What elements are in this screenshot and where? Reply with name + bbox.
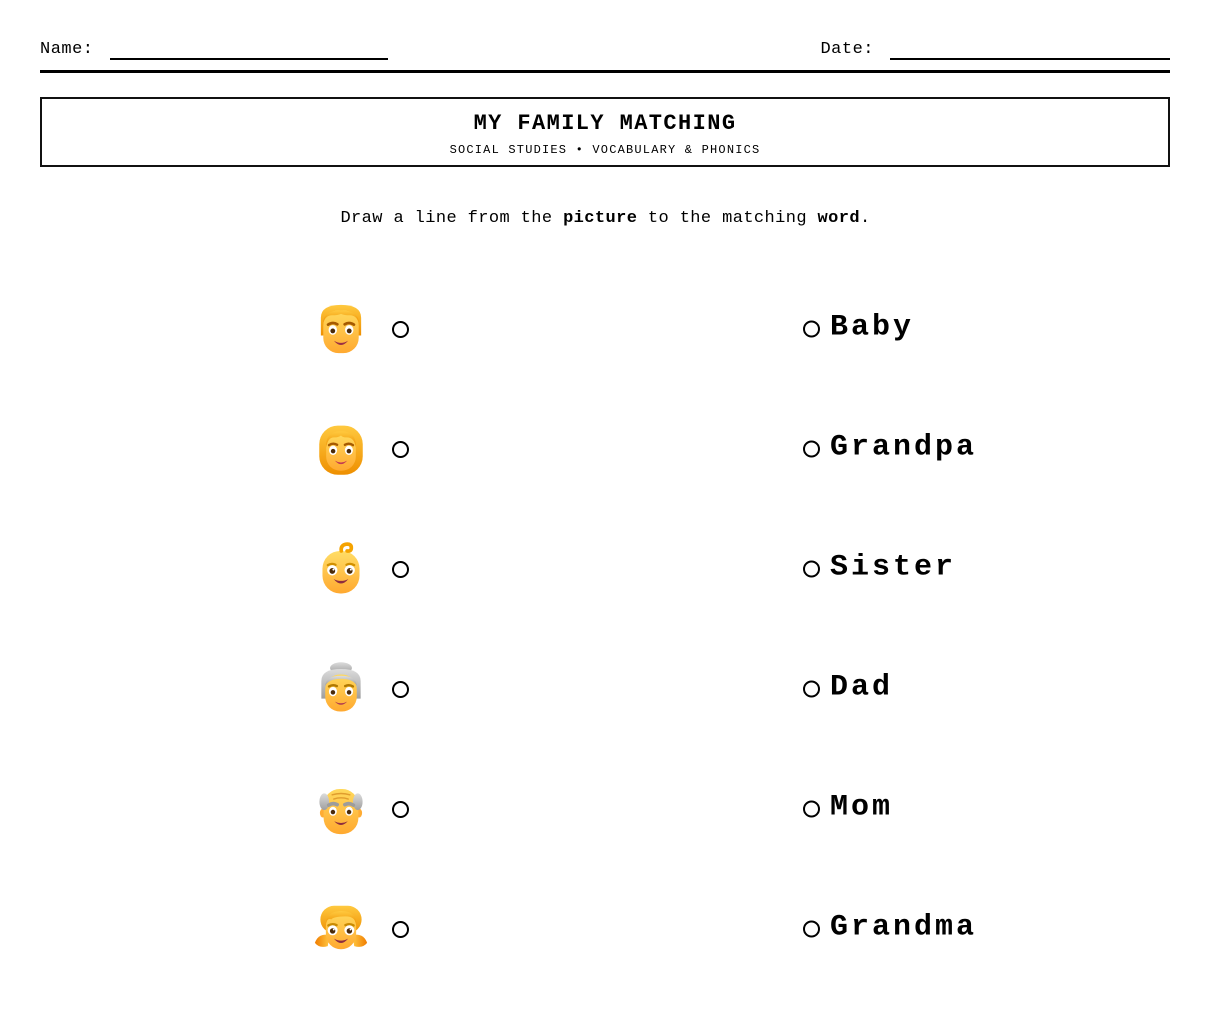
match-word-label: Mom <box>830 790 894 825</box>
match-row: Sister <box>0 509 1211 629</box>
right-cell-dad: Dad <box>803 673 893 706</box>
right-cell-baby: Baby <box>803 313 914 346</box>
left-match-circle[interactable] <box>392 440 409 458</box>
right-match-circle[interactable] <box>803 560 820 578</box>
match-row: Grandpa <box>0 389 1211 509</box>
match-row: Grandma <box>0 869 1211 989</box>
right-cell-grandpa: Grandpa <box>803 433 977 466</box>
instructions-bold-word: word <box>817 209 860 228</box>
worksheet-title: MY FAMILY MATCHING <box>473 111 737 136</box>
worksheet-title-box: MY FAMILY MATCHING SOCIAL STUDIES • VOCA… <box>40 97 1170 167</box>
left-match-circle[interactable] <box>392 560 409 578</box>
right-match-circle[interactable] <box>803 320 820 338</box>
older-woman-emoji-icon <box>321 662 361 712</box>
match-area: Baby Grandpa <box>0 269 1211 989</box>
header-row: Name: Date: <box>40 40 1170 60</box>
left-cell-baby <box>312 540 409 598</box>
right-match-circle[interactable] <box>803 920 820 938</box>
date-label: Date: <box>820 40 874 59</box>
man-emoji-icon <box>320 304 362 354</box>
left-match-circle[interactable] <box>392 320 409 338</box>
right-cell-mom: Mom <box>803 793 893 826</box>
instructions-part3: . <box>859 209 871 228</box>
match-word-label: Dad <box>830 670 894 705</box>
match-word-label: Baby <box>830 310 915 345</box>
left-match-circle[interactable] <box>392 800 409 818</box>
match-row: Dad <box>0 629 1211 749</box>
instructions-part2: to the matching <box>637 209 818 228</box>
match-row: Mom <box>0 749 1211 869</box>
worksheet-subtitle: SOCIAL STUDIES • VOCABULARY & PHONICS <box>449 143 761 157</box>
instructions-part1: Draw a line from the <box>340 209 564 228</box>
left-cell-old-man <box>312 780 409 838</box>
left-cell-woman <box>312 420 409 478</box>
right-cell-sister: Sister <box>803 553 956 586</box>
left-match-circle[interactable] <box>392 680 409 698</box>
match-row: Baby <box>0 269 1211 389</box>
date-blank-field[interactable] <box>890 40 1170 60</box>
right-cell-grandma: Grandma <box>803 913 977 946</box>
match-word-label: Sister <box>830 550 957 585</box>
match-word-label: Grandma <box>830 910 978 945</box>
name-field: Name: <box>40 40 388 60</box>
left-match-circle[interactable] <box>392 920 409 938</box>
right-match-circle[interactable] <box>803 800 820 818</box>
name-label: Name: <box>40 40 94 59</box>
instructions-bold-picture: picture <box>563 209 638 228</box>
match-word-label: Grandpa <box>830 430 978 465</box>
date-field: Date: <box>820 40 1170 60</box>
right-match-circle[interactable] <box>803 440 820 458</box>
woman-emoji-icon <box>319 425 363 475</box>
header-divider <box>40 70 1170 73</box>
baby-emoji-icon <box>322 542 360 594</box>
left-cell-older-woman <box>312 660 409 718</box>
left-cell-man <box>312 300 409 358</box>
girl-emoji-icon <box>314 905 368 950</box>
left-cell-girl <box>312 900 409 958</box>
name-blank-field[interactable] <box>109 40 388 60</box>
instructions-text: Draw a line from the picture to the matc… <box>0 209 1211 228</box>
old-man-emoji-icon <box>319 789 363 835</box>
right-match-circle[interactable] <box>803 680 820 698</box>
